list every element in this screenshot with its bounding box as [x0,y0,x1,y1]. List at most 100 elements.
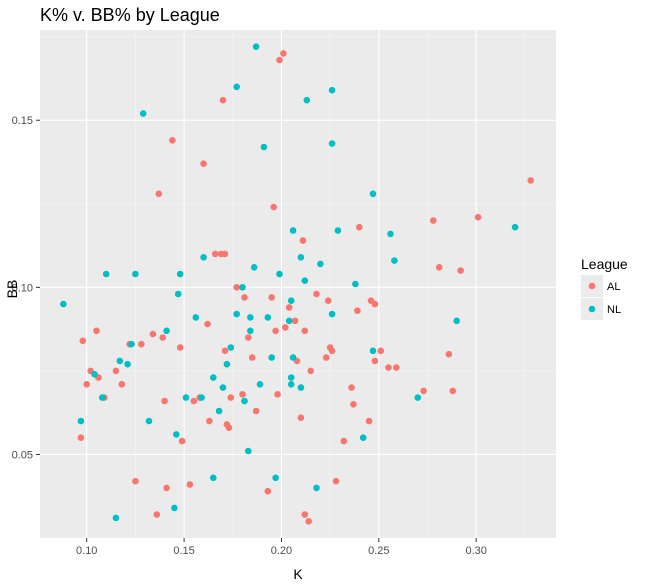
data-point-nl [77,417,85,425]
data-point-nl [276,270,283,278]
data-point-nl [99,394,106,401]
data-point-al [204,320,211,328]
data-point-nl [264,314,272,321]
data-point-al [149,330,157,338]
data-point-al [79,337,87,345]
data-point-al [169,137,176,144]
data-point-al [430,217,437,224]
data-point-al [272,327,279,335]
data-point-al [354,307,361,315]
data-point-nl [163,327,170,335]
data-point-nl [102,270,110,278]
x-axis-ticks: 0.10 0.15 0.20 0.25 0.30 [76,538,487,557]
y-tick-label: 0.05 [12,449,33,461]
data-point-al [161,397,168,405]
data-point-nl [260,143,268,151]
data-point-nl [289,354,297,361]
data-point-nl [297,384,305,391]
data-point-nl [182,394,190,401]
data-point-al [153,511,161,518]
data-point-al [301,511,309,518]
data-point-al [138,340,145,348]
data-point-al [377,347,385,355]
data-point-al [252,407,260,415]
data-point-nl [245,447,252,455]
data-point-nl [391,257,398,264]
data-point-al [340,437,348,445]
data-point-al [118,381,126,388]
data-point-nl [352,280,359,288]
legend: League AL NL [581,256,628,320]
data-point-nl [112,514,120,522]
data-point-al [371,357,379,365]
data-point-al [132,477,139,485]
data-point-nl [200,253,207,261]
data-point-nl [334,227,342,234]
y-tick-label: 0.15 [12,115,33,127]
data-point-al [305,518,313,525]
data-point-nl [233,310,240,318]
data-point-nl [287,297,295,305]
data-point-nl [60,300,67,308]
data-point-nl [128,340,135,348]
data-point-nl [145,417,153,425]
data-point-al [348,384,355,391]
data-point-al [457,267,464,274]
data-point-nl [250,264,258,271]
data-point-nl [132,270,139,278]
data-point-nl [91,370,98,378]
data-point-nl [369,190,377,198]
legend-item-nl: NL [581,298,621,320]
data-point-al [324,297,332,305]
major-gridlines [40,30,556,538]
data-point-nl [328,310,336,318]
data-point-nl [268,354,276,361]
data-point-nl [328,140,336,147]
legend-label-nl: NL [607,304,621,316]
data-point-nl [313,484,320,492]
data-point-nl [301,277,309,285]
data-point-nl [174,290,182,298]
data-point-nl [414,394,422,401]
data-point-al [159,334,166,341]
minor-gridlines [40,30,556,538]
data-point-nl [297,253,305,261]
data-point-nl [247,327,254,335]
data-point-nl [116,357,124,365]
data-point-nl [139,110,147,117]
series-al [77,50,534,525]
data-point-al [291,317,299,325]
data-point-al [445,350,453,358]
x-axis-title: K [293,566,303,582]
plot-panel [40,30,556,538]
y-axis-ticks: 0.05 0.10 0.15 [12,115,40,461]
data-point-nl [256,381,264,388]
data-point-nl [285,317,293,325]
data-point-al [264,487,272,495]
data-point-nl [303,96,311,104]
y-axis-title: BB [4,280,20,299]
data-point-nl [171,504,178,512]
data-point-al [219,96,227,104]
data-point-nl [233,83,240,91]
data-point-nl [241,397,248,405]
data-point-al [322,354,330,361]
legend-title: League [581,256,628,272]
data-point-al [190,397,198,405]
data-point-al [178,437,186,445]
data-point-al [420,387,427,395]
data-point-al [393,364,400,371]
data-point-nl [173,431,180,438]
series-nl [60,43,519,522]
data-points [60,43,534,525]
data-point-al [365,417,373,425]
data-point-nl [176,270,184,278]
data-point-nl [210,374,217,381]
data-point-nl [287,374,295,381]
data-point-nl [247,314,254,321]
legend-item-al: AL [581,275,620,297]
data-point-al [155,190,163,198]
x-tick-label: 0.10 [76,545,97,557]
data-point-nl [289,227,297,234]
